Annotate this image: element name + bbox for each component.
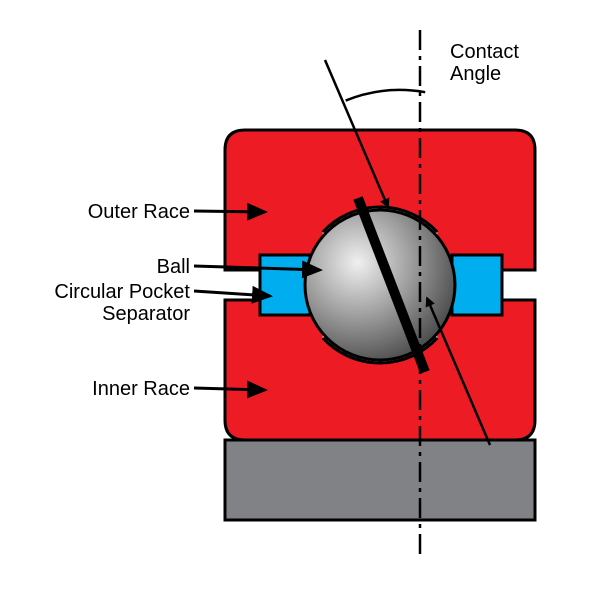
shaft-block — [225, 440, 535, 520]
label-ball: Ball — [157, 256, 190, 278]
arrow-inner-race — [194, 388, 265, 390]
label-contact-angle-1: Contact — [450, 41, 519, 63]
ball-element — [305, 210, 455, 360]
bearing-diagram: Contact Angle Outer Race Ball Circular P… — [0, 0, 600, 600]
separator-left — [260, 255, 310, 315]
label-separator-1: Circular Pocket — [54, 281, 190, 303]
label-inner-race: Inner Race — [92, 378, 190, 400]
label-contact-angle-2: Angle — [450, 63, 501, 85]
arrow-outer-race — [194, 211, 265, 212]
angle-arc — [346, 90, 425, 101]
label-separator-2: Separator — [102, 303, 190, 325]
separator-right — [452, 255, 502, 315]
label-outer-race: Outer Race — [88, 201, 190, 223]
